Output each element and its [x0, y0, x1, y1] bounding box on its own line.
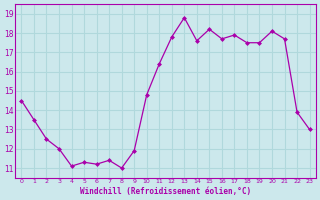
X-axis label: Windchill (Refroidissement éolien,°C): Windchill (Refroidissement éolien,°C)	[80, 187, 251, 196]
